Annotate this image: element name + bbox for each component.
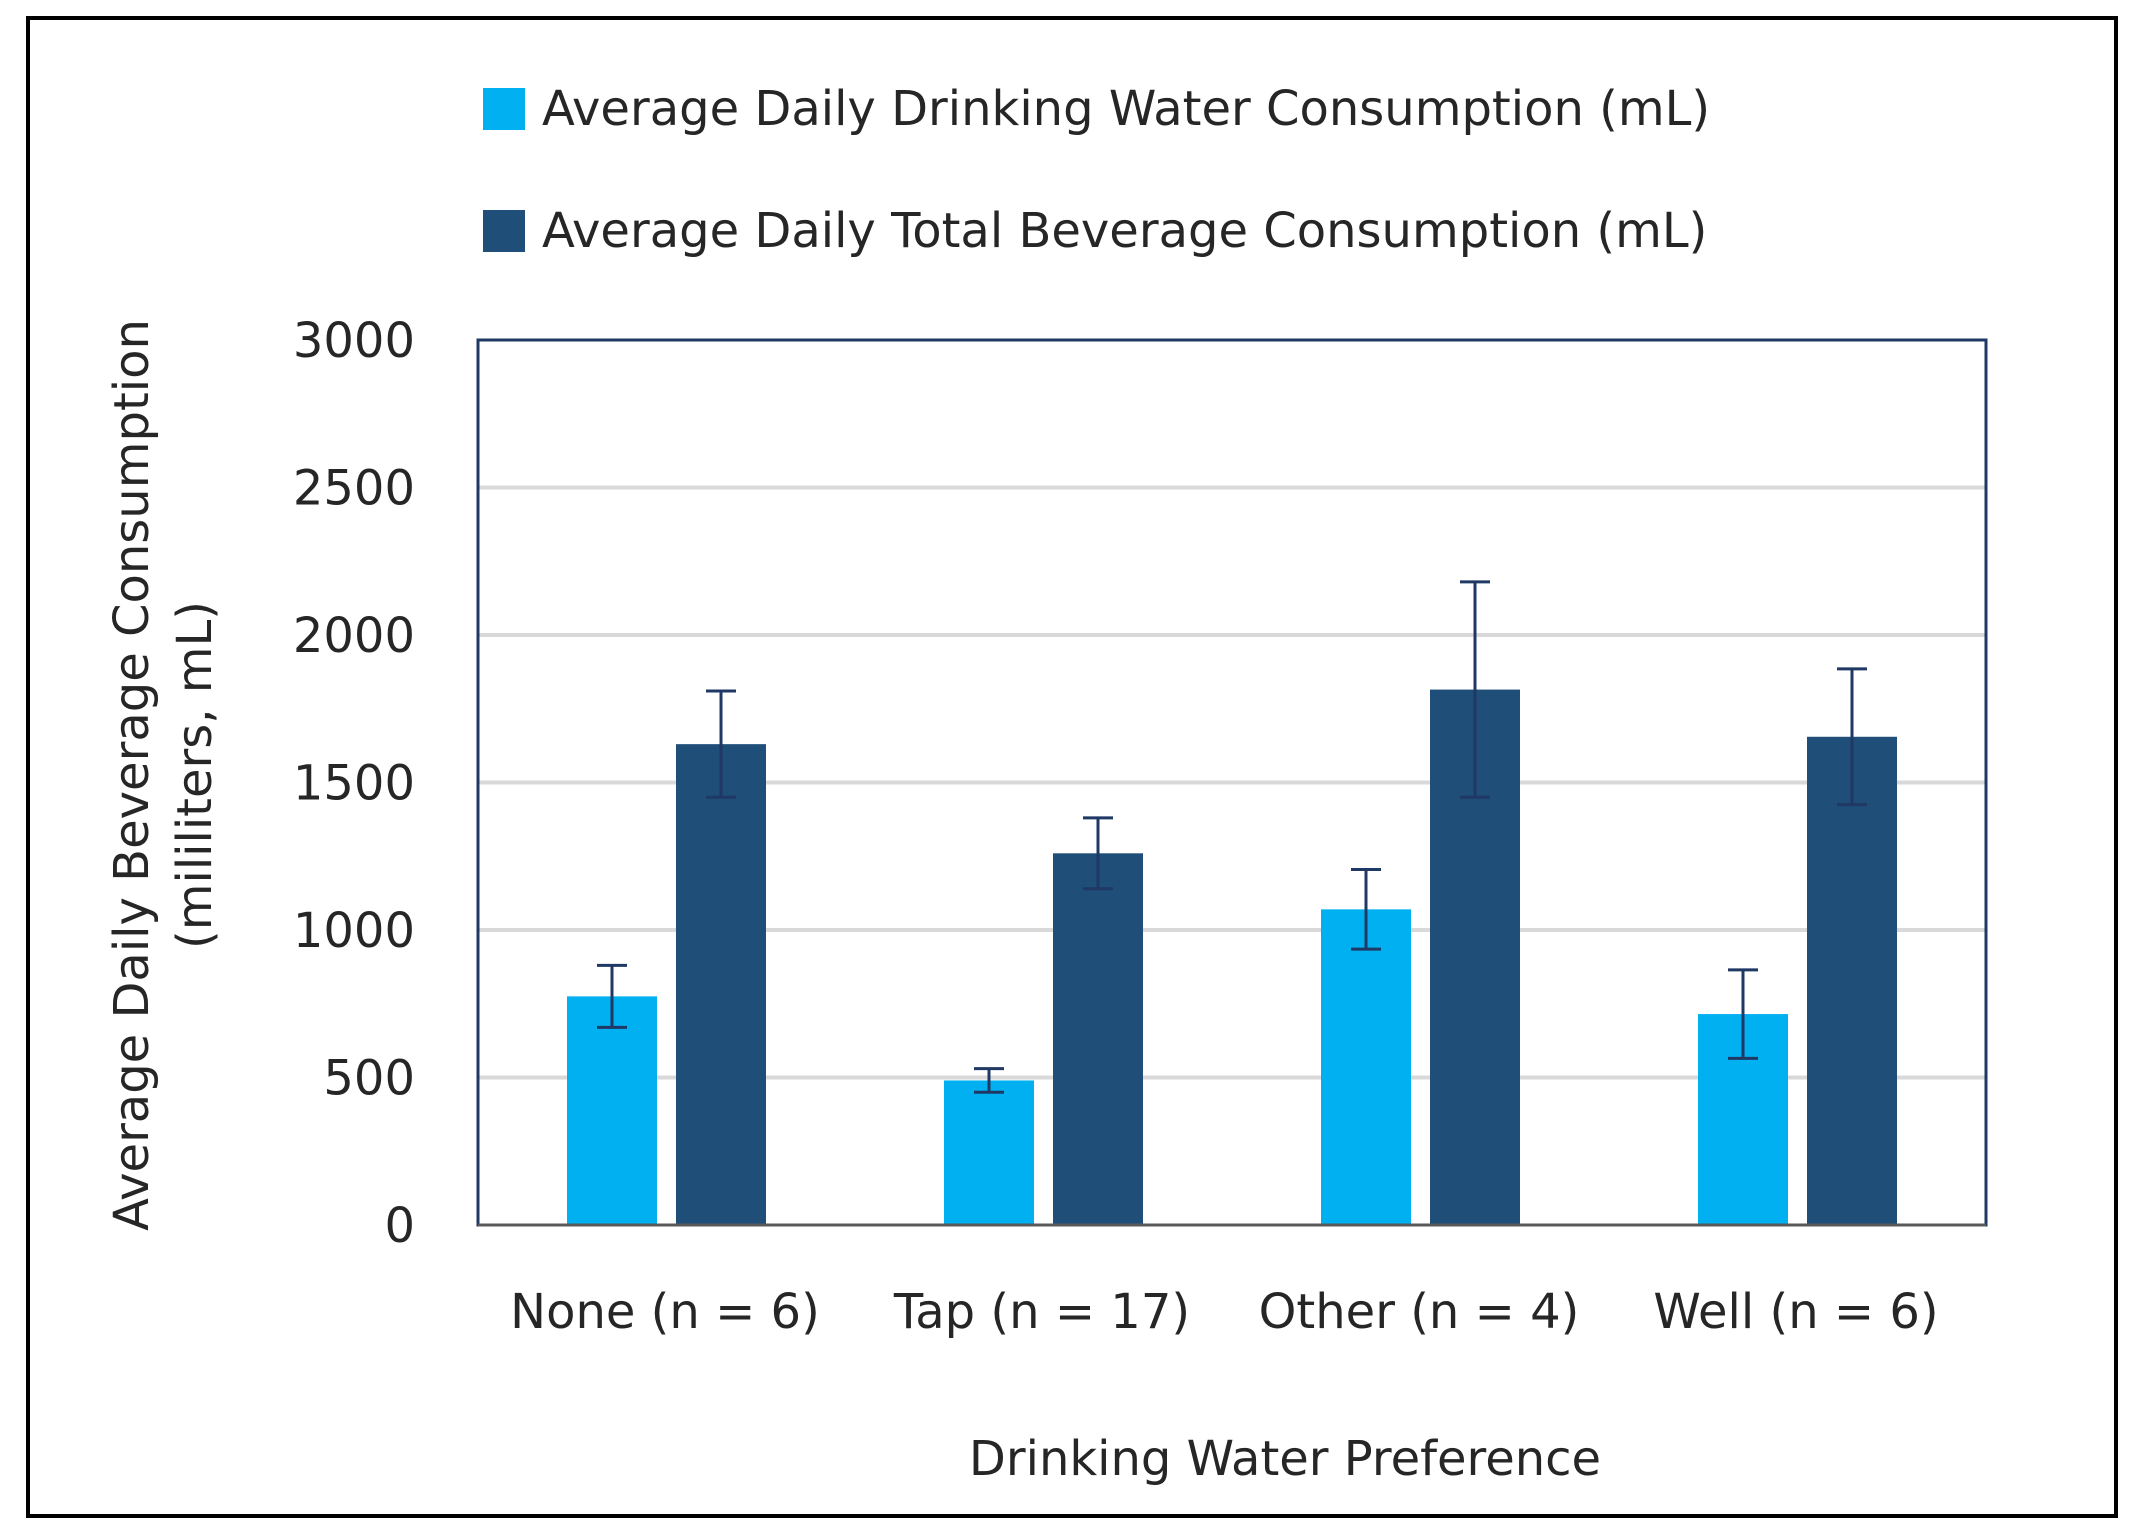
bar-series0-cat1	[944, 1080, 1034, 1225]
bar-series0-cat0	[567, 996, 657, 1225]
x-tick-label-other: Other (n = 4)	[1259, 1284, 1580, 1340]
x-category-labels: None (n = 6) Tap (n = 17) Other (n = 4) …	[510, 1284, 1938, 1340]
error-bar-series1-cat0	[706, 689, 736, 799]
legend-label-total: Average Daily Total Beverage Consumption…	[542, 203, 1707, 259]
x-tick-label-none: None (n = 6)	[510, 1284, 820, 1340]
error-bar-series1-cat2	[1460, 580, 1490, 799]
y-tick-label-0: 0	[384, 1198, 415, 1254]
y-tick-label-3000: 3000	[293, 313, 415, 369]
y-tick-label-2500: 2500	[293, 461, 415, 517]
legend-swatch-water	[483, 88, 525, 130]
y-tick-label-1500: 1500	[293, 756, 415, 812]
x-tick-label-tap: Tap (n = 17)	[893, 1284, 1190, 1340]
y-axis-title-line2: (mililiters, mL)	[167, 601, 223, 949]
legend: Average Daily Drinking Water Consumption…	[483, 81, 1710, 259]
y-axis-title-line1: Average Daily Beverage Consumption	[104, 319, 160, 1231]
chart-svg: Average Daily Drinking Water Consumption…	[104, 81, 1988, 1487]
error-bars	[597, 580, 1867, 1094]
legend-swatch-total	[483, 210, 525, 252]
y-tick-label-500: 500	[323, 1051, 415, 1107]
x-axis-title: Drinking Water Preference	[969, 1431, 1601, 1487]
chart-frame: Average Daily Drinking Water Consumption…	[26, 16, 2118, 1518]
legend-label-water: Average Daily Drinking Water Consumption…	[542, 81, 1710, 137]
error-bar-series0-cat0	[597, 963, 627, 1029]
y-tick-label-2000: 2000	[293, 608, 415, 664]
y-tick-labels: 0 500 1000 1500 2000 2500 3000	[293, 313, 415, 1254]
bar-series1-cat3	[1807, 736, 1897, 1225]
x-tick-label-well: Well (n = 6)	[1653, 1284, 1938, 1340]
y-tick-label-1000: 1000	[293, 903, 415, 959]
bar-series1-cat1	[1053, 853, 1143, 1225]
error-bar-series1-cat1	[1083, 816, 1113, 891]
error-bar-series0-cat3	[1728, 968, 1758, 1060]
bar-series0-cat2	[1321, 909, 1411, 1225]
error-bar-series1-cat3	[1837, 667, 1867, 807]
error-bar-series0-cat1	[974, 1067, 1004, 1094]
y-axis-title: Average Daily Beverage Consumption (mili…	[104, 319, 223, 1231]
bars	[567, 689, 1897, 1225]
bar-series1-cat0	[676, 744, 766, 1225]
error-bar-series0-cat2	[1351, 868, 1381, 951]
